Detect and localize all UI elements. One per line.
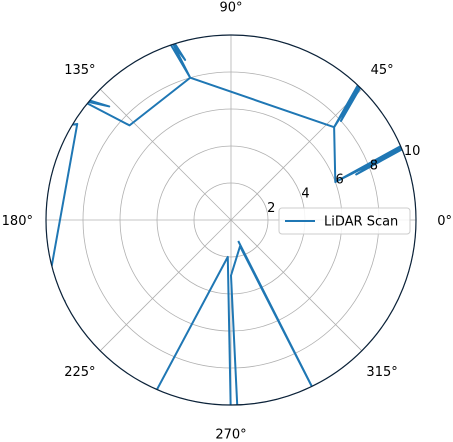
radial-tick-label: 4 [301, 187, 309, 202]
legend-box [278, 207, 411, 235]
angular-tick-label: 135° [64, 63, 95, 78]
radial-tick-label: 10 [404, 144, 421, 159]
angular-tick-label: 225° [64, 365, 95, 380]
series-layer [46, 35, 416, 405]
radial-tick-label: 8 [370, 158, 378, 173]
angular-tick-label: 270° [215, 428, 246, 442]
radial-gridline [193, 182, 269, 258]
angular-gridline [99, 219, 232, 352]
angular-gridline [230, 88, 363, 221]
series-line-lidar-scan [46, 35, 416, 405]
angular-tick-label: 0° [437, 214, 452, 229]
legend-label: LiDAR Scan [324, 215, 398, 230]
angular-tick-label: 90° [219, 0, 242, 15]
angular-gridline [230, 219, 363, 352]
angular-tick-label: 180° [2, 214, 33, 229]
radial-tick-label: 2 [267, 201, 275, 216]
radial-tick-label: 6 [336, 173, 344, 188]
plot-outer-frame [45, 34, 417, 406]
legend: LiDAR Scan [278, 207, 411, 235]
angular-gridline [99, 88, 232, 221]
angular-tick-label: 45° [371, 63, 394, 78]
angular-tick-label: 315° [366, 365, 397, 380]
